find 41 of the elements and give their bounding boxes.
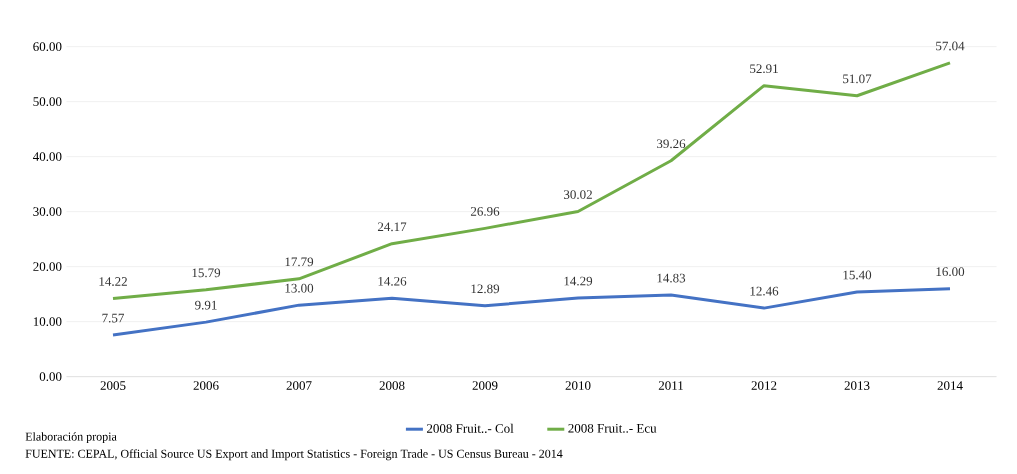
data-label: 52.91 bbox=[750, 64, 778, 74]
y-tick-label: 40.00 bbox=[32, 152, 62, 162]
x-tick-label: 2014 bbox=[937, 381, 963, 390]
x-tick-label: 2013 bbox=[844, 381, 870, 390]
data-label: 14.83 bbox=[657, 273, 686, 283]
data-label: 12.46 bbox=[750, 286, 779, 296]
data-label: 14.26 bbox=[378, 276, 407, 286]
data-label: 13.00 bbox=[285, 283, 314, 293]
data-label: 15.79 bbox=[192, 268, 221, 278]
data-label: 14.22 bbox=[99, 277, 127, 286]
legend-label: 2008 Fruit..- Ecu bbox=[568, 423, 657, 433]
y-tick-label: 50.00 bbox=[33, 97, 62, 107]
data-label: 17.79 bbox=[285, 257, 314, 267]
x-tick-label: 2008 bbox=[379, 381, 405, 390]
data-label: 26.96 bbox=[470, 207, 500, 216]
y-tick-label: 10.00 bbox=[33, 317, 62, 327]
x-tick-label: 2005 bbox=[100, 381, 126, 390]
data-label: 14.29 bbox=[564, 276, 593, 286]
data-label: 9.91 bbox=[195, 300, 217, 310]
x-tick-label: 2010 bbox=[565, 381, 591, 390]
y-tick-label: 30.00 bbox=[33, 207, 62, 217]
data-label: 51.07 bbox=[843, 74, 872, 84]
data-label: 57.04 bbox=[936, 41, 965, 51]
x-tick-label: 2007 bbox=[286, 381, 312, 390]
data-label: 39.26 bbox=[657, 139, 686, 149]
x-tick-label: 2011 bbox=[658, 381, 683, 390]
text: Elaboración propia bbox=[25, 432, 117, 444]
legend-label: 2008 Fruit..- Col bbox=[426, 423, 514, 433]
data-label: 16.00 bbox=[936, 267, 965, 277]
data-label: 15.40 bbox=[843, 270, 872, 280]
x-tick-label: 2012 bbox=[751, 381, 777, 390]
x-tick-label: 2009 bbox=[472, 381, 498, 390]
y-tick-label: 0.00 bbox=[39, 372, 62, 382]
y-tick-label: 60.00 bbox=[33, 42, 62, 52]
data-label: 7.57 bbox=[102, 313, 124, 323]
y-tick-label: 20.00 bbox=[33, 262, 62, 272]
data-label: 24.17 bbox=[377, 222, 407, 232]
source-note: FUENTE: CEPAL, Official Source US Export and Import Statistics - Foreign Trade - US Census Bureau - 2014 bbox=[25, 449, 563, 461]
data-label: 30.02 bbox=[564, 190, 592, 199]
data-label: 12.89 bbox=[471, 284, 500, 294]
x-tick-label: 2006 bbox=[193, 381, 219, 390]
